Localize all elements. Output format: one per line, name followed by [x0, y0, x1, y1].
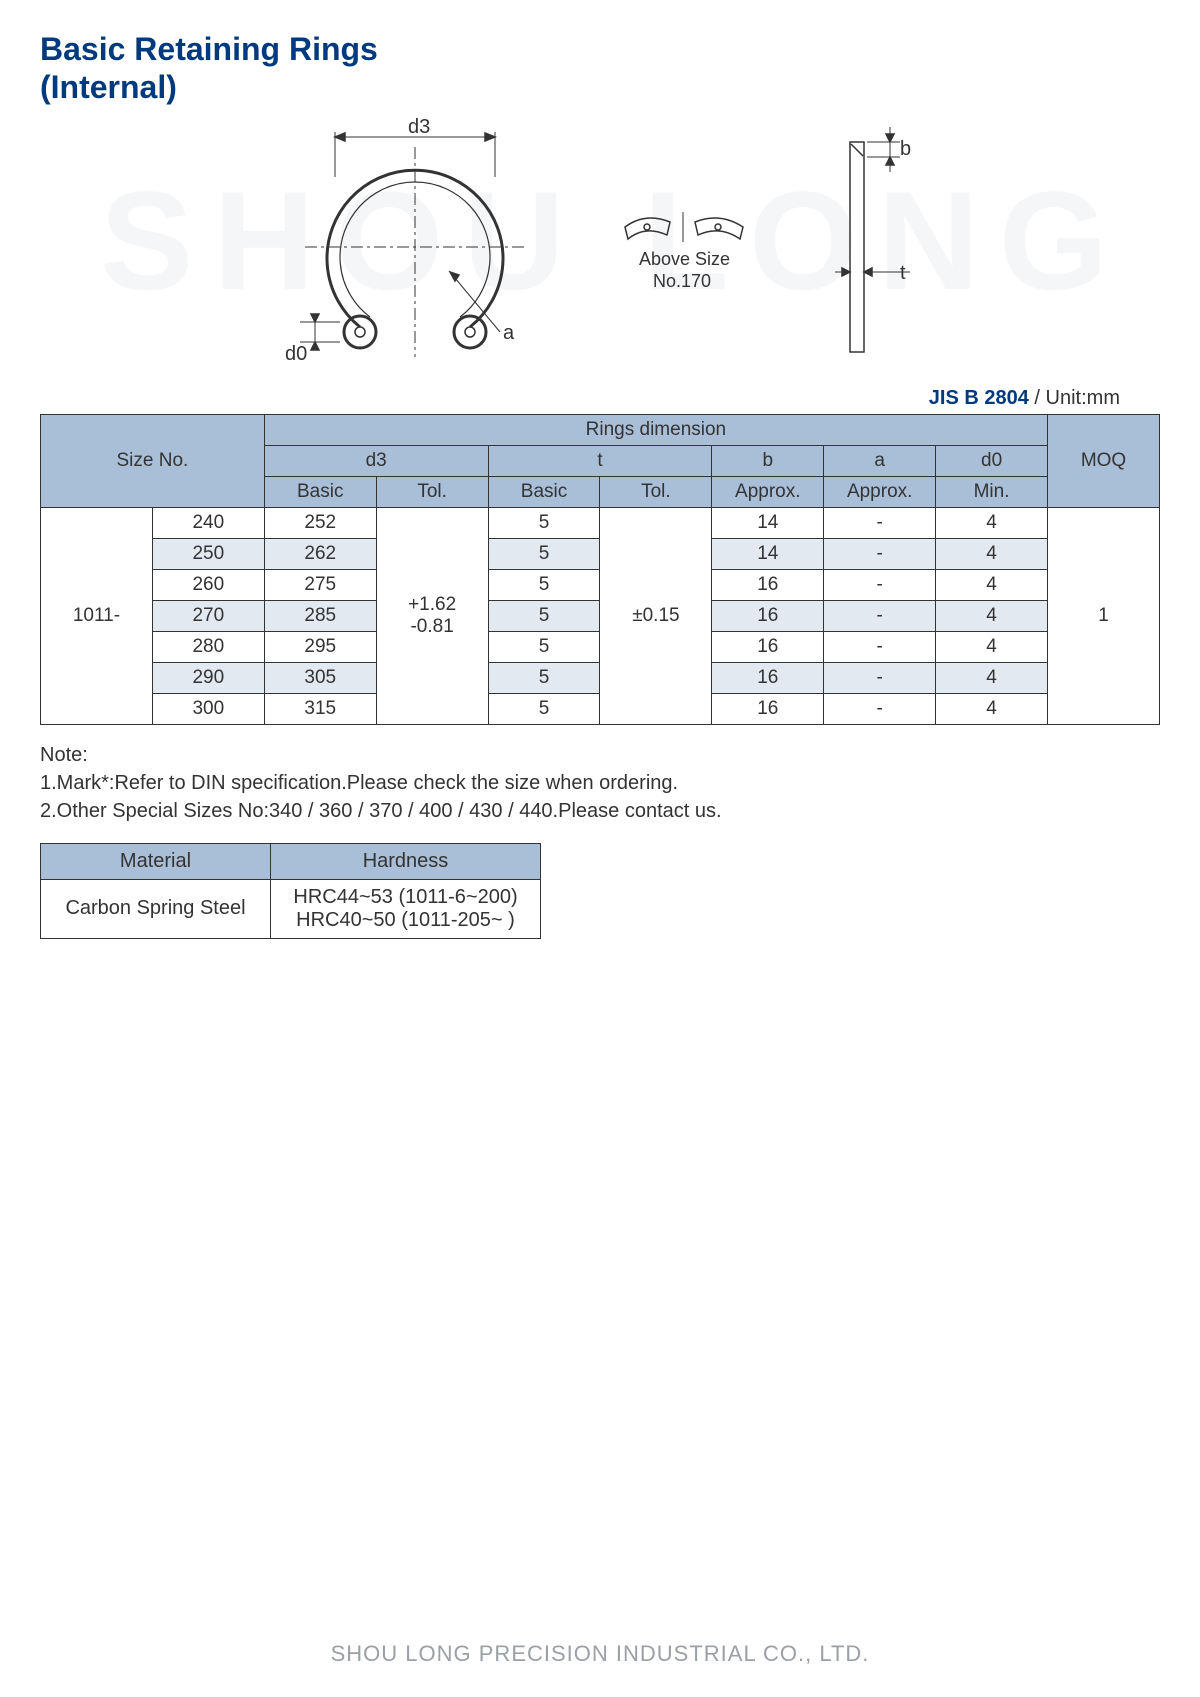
col-d3-basic: Basic	[264, 476, 376, 507]
above-size-label: Above Size	[639, 249, 730, 269]
cell-t-basic: 5	[488, 631, 600, 662]
cell-d0: 4	[936, 631, 1048, 662]
notes-label: Note:	[40, 741, 1160, 769]
above-size-diagram: Above Size No.170	[615, 187, 755, 307]
above-size-no: No.170	[653, 271, 711, 291]
cell-t-basic: 5	[488, 693, 600, 724]
cell-d0: 4	[936, 662, 1048, 693]
cell-d3-tol: +1.62 -0.81	[376, 507, 488, 724]
cell-size: 270	[152, 600, 264, 631]
cell-d3: 285	[264, 600, 376, 631]
cell-d0: 4	[936, 538, 1048, 569]
d3-label: d3	[408, 117, 430, 138]
cell-a: -	[824, 600, 936, 631]
cell-a: -	[824, 507, 936, 538]
col-t-basic: Basic	[488, 476, 600, 507]
standard-line: JIS B 2804 / Unit:mm	[40, 387, 1120, 410]
size-prefix: 1011-	[41, 507, 153, 724]
col-d3-tol: Tol.	[376, 476, 488, 507]
cell-d0: 4	[936, 600, 1048, 631]
d0-label: d0	[285, 343, 307, 365]
cell-d0: 4	[936, 693, 1048, 724]
cell-t-basic: 5	[488, 600, 600, 631]
b-label: b	[900, 138, 911, 160]
col-a-approx: Approx.	[824, 476, 936, 507]
hardness-line-1: HRC44~53 (1011-6~200)	[291, 886, 520, 909]
cell-t-basic: 5	[488, 538, 600, 569]
footer-company: SHOU LONG PRECISION INDUSTRIAL CO., LTD.	[0, 1641, 1200, 1667]
cell-b: 16	[712, 693, 824, 724]
cell-a: -	[824, 631, 936, 662]
cell-d3: 305	[264, 662, 376, 693]
cell-t-tol: ±0.15	[600, 507, 712, 724]
cell-a: -	[824, 569, 936, 600]
cell-d3: 295	[264, 631, 376, 662]
cell-t-basic: 5	[488, 662, 600, 693]
cell-size: 280	[152, 631, 264, 662]
cell-a: -	[824, 662, 936, 693]
col-size-no: Size No.	[41, 414, 265, 507]
cell-t-basic: 5	[488, 507, 600, 538]
cell-b: 14	[712, 507, 824, 538]
cell-d3: 262	[264, 538, 376, 569]
col-t: t	[488, 445, 712, 476]
cell-size: 290	[152, 662, 264, 693]
hardness-value: HRC44~53 (1011-6~200) HRC40~50 (1011-205…	[271, 879, 541, 938]
cell-size: 260	[152, 569, 264, 600]
col-d0-min: Min.	[936, 476, 1048, 507]
cell-d3: 275	[264, 569, 376, 600]
dimensions-table: Size No. Rings dimension MOQ d3 t b a d0…	[40, 414, 1160, 725]
cell-a: -	[824, 538, 936, 569]
title-line-2: (Internal)	[40, 68, 1160, 106]
t-label: t	[900, 262, 906, 284]
cell-b: 14	[712, 538, 824, 569]
cell-b: 16	[712, 600, 824, 631]
col-moq: MOQ	[1048, 414, 1160, 507]
col-a: a	[824, 445, 936, 476]
cell-d0: 4	[936, 569, 1048, 600]
page-title: Basic Retaining Rings (Internal)	[40, 30, 1160, 107]
cell-moq: 1	[1048, 507, 1160, 724]
cell-size: 300	[152, 693, 264, 724]
material-table: Material Hardness Carbon Spring Steel HR…	[40, 843, 541, 939]
table-row: 1011-240252+1.62 -0.815±0.1514-41	[41, 507, 1160, 538]
col-hardness: Hardness	[271, 843, 541, 879]
diagram-area: d3 a d0	[40, 117, 1160, 377]
col-d3: d3	[264, 445, 488, 476]
ring-front-diagram: d3 a d0	[275, 117, 555, 377]
cell-b: 16	[712, 631, 824, 662]
cell-b: 16	[712, 662, 824, 693]
cell-d3: 315	[264, 693, 376, 724]
cell-d3: 252	[264, 507, 376, 538]
col-b-approx: Approx.	[712, 476, 824, 507]
notes-section: Note: 1.Mark*:Refer to DIN specification…	[40, 741, 1160, 825]
a-label: a	[503, 322, 515, 344]
note-2: 2.Other Special Sizes No:340 / 360 / 370…	[40, 797, 1160, 825]
cell-size: 240	[152, 507, 264, 538]
col-d0: d0	[936, 445, 1048, 476]
col-b: b	[712, 445, 824, 476]
hardness-line-2: HRC40~50 (1011-205~ )	[291, 909, 520, 932]
cell-d0: 4	[936, 507, 1048, 538]
material-value: Carbon Spring Steel	[41, 879, 271, 938]
standard-code: JIS B 2804	[929, 387, 1029, 409]
cell-t-basic: 5	[488, 569, 600, 600]
cell-a: -	[824, 693, 936, 724]
cell-b: 16	[712, 569, 824, 600]
title-line-1: Basic Retaining Rings	[40, 30, 1160, 68]
col-rings-dimension: Rings dimension	[264, 414, 1047, 445]
ring-side-diagram: b t	[815, 117, 925, 377]
col-material: Material	[41, 843, 271, 879]
unit-label: / Unit:mm	[1029, 387, 1120, 409]
cell-size: 250	[152, 538, 264, 569]
col-t-tol: Tol.	[600, 476, 712, 507]
note-1: 1.Mark*:Refer to DIN specification.Pleas…	[40, 769, 1160, 797]
